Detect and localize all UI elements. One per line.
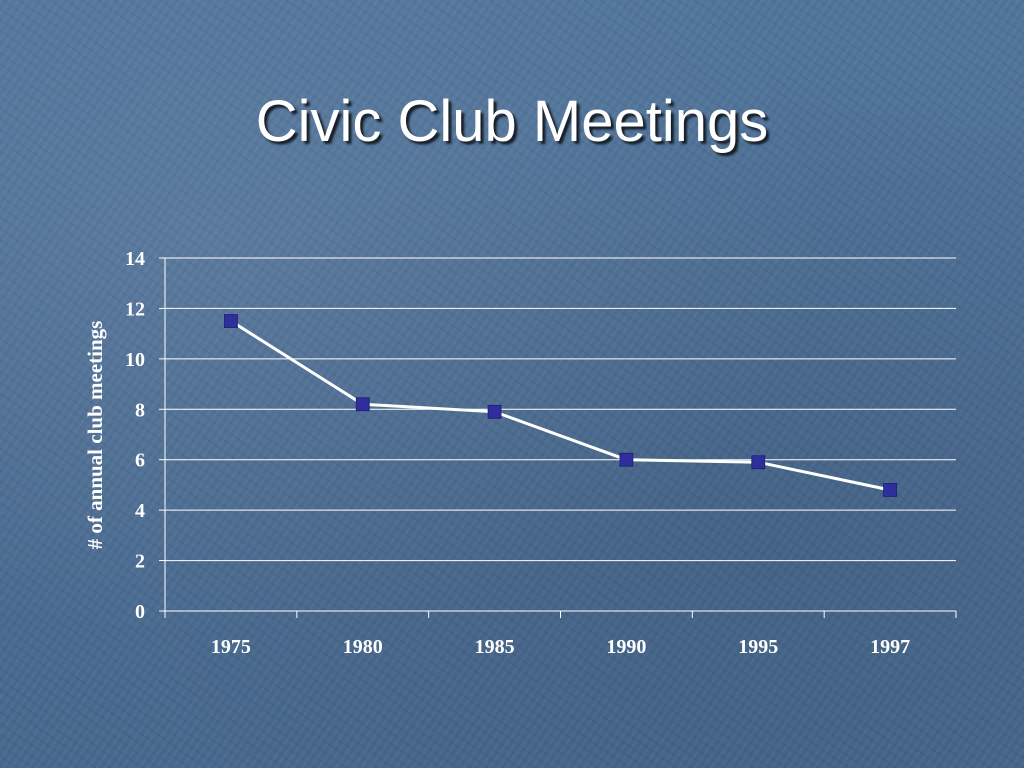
data-point-marker xyxy=(751,455,766,470)
y-tick-label: 2 xyxy=(135,551,145,573)
y-tick-label: 4 xyxy=(135,500,145,522)
x-tick-label: 1975 xyxy=(211,636,251,658)
y-axis-label: # of annual club meetings xyxy=(83,321,107,550)
data-point-marker xyxy=(883,483,897,497)
y-tick-label: 12 xyxy=(125,298,145,320)
y-tick-label: 0 xyxy=(135,601,145,623)
data-point-marker xyxy=(487,404,502,419)
y-tick-label: 14 xyxy=(125,248,145,270)
data-point-marker xyxy=(224,314,238,328)
y-tick-label: 6 xyxy=(135,450,145,472)
axes xyxy=(159,257,957,618)
x-tick-label: 1995 xyxy=(738,636,778,658)
series-line xyxy=(230,319,891,492)
x-tick-labels: 1975 1980 1985 1990 1995 1997 xyxy=(211,636,910,658)
x-tick-label: 1997 xyxy=(870,636,910,658)
y-tick-label: 8 xyxy=(135,399,145,421)
x-tick-label: 1980 xyxy=(343,636,383,658)
y-tick-labels: 0 2 4 6 8 10 12 14 xyxy=(125,248,145,623)
x-tick-label: 1990 xyxy=(606,636,646,658)
gridlines xyxy=(165,257,956,562)
slide-title: Civic Club Meetings xyxy=(255,89,769,154)
x-tick-label: 1985 xyxy=(475,636,515,658)
series-group xyxy=(224,314,897,497)
data-point-marker xyxy=(355,397,370,412)
data-point-marker xyxy=(619,452,634,467)
y-tick-label: 10 xyxy=(125,349,145,371)
